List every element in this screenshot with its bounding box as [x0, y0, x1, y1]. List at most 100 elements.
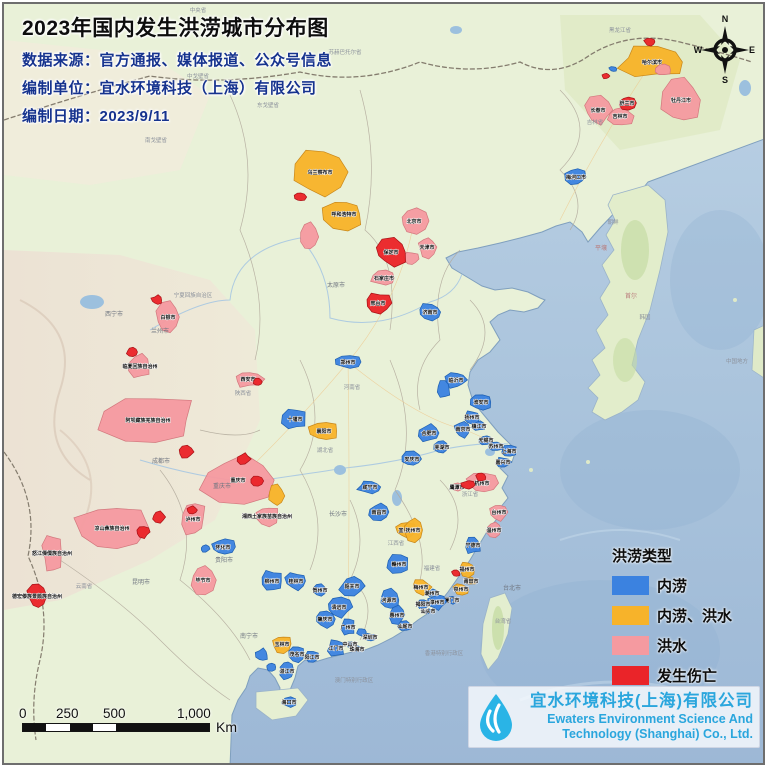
city-label: 苏州市: [488, 443, 503, 450]
flood-city-region-长春市: [584, 94, 614, 126]
city-label: 温州市: [486, 527, 501, 534]
flood-city-region: [293, 192, 308, 202]
flood-city-region-重庆市: [198, 453, 275, 505]
flood-city-region-芜湖市: [433, 440, 449, 454]
basemap-label: 贵阳市: [215, 556, 233, 564]
flood-city-region-汕尾市: [397, 620, 413, 631]
city-label: 汕头市: [420, 608, 435, 615]
flood-city-region-十堰市: [281, 408, 306, 430]
flood-city-region: [266, 662, 277, 672]
city-label: 清远市: [331, 604, 346, 611]
flood-city-region-郑州市: [334, 355, 362, 369]
flood-city-region: [200, 544, 211, 553]
city-label: 鹰潭市: [449, 484, 464, 491]
compiler-line: 编制单位：宜水环境科技（上海）有限公司: [22, 80, 317, 97]
yellow-river: [149, 237, 463, 331]
basemap-label: 南宁市: [240, 632, 258, 640]
city-label: 嘉兴市: [494, 459, 510, 466]
flood-city-region: [186, 505, 198, 515]
water-drop-icon: [480, 694, 512, 741]
legend-swatch-hs: [612, 636, 649, 655]
basemap-label: 宁夏回族自治区: [174, 291, 213, 299]
flood-city-region-台州市: [489, 505, 509, 522]
basemap-label: 河南省: [344, 383, 361, 391]
city-label: 汕尾市: [397, 623, 412, 630]
flood-city-region-福州市: [459, 561, 475, 579]
date-line: 编制日期：2023/9/11: [22, 108, 170, 125]
city-label: 莆田市: [463, 578, 478, 585]
flood-city-region-海口市: [281, 696, 297, 708]
scale-segment: [69, 724, 93, 731]
islet: [529, 468, 533, 472]
sea-relief: [559, 529, 681, 541]
basemap-label: 浙江省: [462, 490, 479, 498]
city-label: 湘西土家族苗族自治州: [242, 513, 292, 520]
flood-city-region-潮州市: [428, 588, 437, 598]
flood-city-region-牡丹江市: [660, 76, 701, 121]
flood-city-region-抚州市: [404, 517, 423, 544]
legend-item-sw: 发生伤亡: [612, 665, 732, 686]
city-label: 济南市: [422, 309, 437, 316]
flood-city-region: [356, 628, 367, 637]
basemap-label: 朝鲜: [607, 218, 619, 226]
flood-city-region-无锡市: [478, 435, 492, 446]
city-label: 哈尔滨市: [642, 59, 662, 66]
legend-item-nlhs: 内涝、洪水: [612, 605, 732, 626]
city-label: 韶关市: [344, 583, 359, 590]
city-label: 西安市: [240, 376, 255, 383]
basemap-label: 黑龙江省: [609, 26, 632, 34]
flood-city-region-安庆市: [401, 450, 422, 466]
flood-city-region: [436, 380, 451, 398]
city-label: 北京市: [406, 218, 421, 225]
flood-city-region-镇江市: [471, 420, 485, 431]
city-label: 茂名市: [288, 651, 304, 658]
basemap-label: 重庆市: [213, 482, 231, 490]
flood-city-region-天津市: [417, 237, 438, 260]
legend-swatch-sw: [612, 666, 649, 685]
lake-qinghai: [80, 295, 104, 309]
city-label: 柳州市: [264, 578, 279, 585]
basemap-label: 吉林省: [587, 118, 604, 126]
flood-city-region-泉州市: [452, 583, 469, 596]
flood-city-region: [654, 63, 671, 75]
terrain-desert: [4, 40, 210, 185]
city-label: 咸宁市: [361, 484, 377, 491]
flood-city-region-梅河口市: [564, 168, 587, 185]
flood-city-region-温州市: [486, 521, 502, 539]
flood-city-region-厦门市: [447, 596, 457, 605]
flood-city-region: [475, 472, 487, 482]
flood-city-region-嘉兴市: [495, 456, 513, 468]
basemap-label: 南戈壁省: [145, 136, 168, 144]
company-name-cn: 宜水环境科技(上海)有限公司: [530, 692, 753, 711]
sea-relief: [670, 210, 763, 350]
basemap-label: 澳门特别行政区: [335, 676, 374, 684]
basemap-label: 中国地方: [726, 357, 749, 365]
title-block: 2023年国内发生洪涝城市分布图 数据来源：官方通报、媒体报道、公众号信息 编制…: [22, 12, 332, 126]
flood-city-region-苏州市: [488, 441, 503, 451]
flood-city-region-淮安市: [469, 394, 492, 411]
flood-city-region-襄阳市: [307, 422, 337, 440]
legend-label-hs: 洪水: [657, 638, 688, 655]
map-title: 2023年国内发生洪涝城市分布图: [22, 17, 329, 40]
flood-city-region-保定市: [375, 237, 406, 268]
city-label: 抚州市: [405, 527, 420, 534]
basemap-label: 中戈壁省: [187, 72, 210, 80]
flood-city-region: [451, 569, 461, 577]
flood-city-region-清远市: [328, 596, 354, 619]
basemap-label: 长沙市: [329, 510, 347, 518]
city-label: 镇江市: [471, 423, 486, 430]
legend-item-nl: 内涝: [612, 575, 732, 596]
flood-city-region-茂名市: [288, 646, 304, 664]
scale-label-0: 0: [19, 706, 27, 721]
flood-city-region-赣州市: [386, 554, 409, 574]
legend-label-sw: 发生伤亡: [657, 668, 718, 685]
flood-city-region: [601, 73, 611, 80]
city-label: 江门市: [328, 645, 343, 652]
flood-city-region-邢台市: [366, 292, 393, 315]
city-label: 揭阳市: [415, 601, 430, 608]
city-label: 漳州市: [429, 599, 444, 606]
city-label: 河源市: [380, 597, 396, 604]
legend-swatch-nl: [612, 576, 649, 595]
city-label: 玉林市: [274, 641, 289, 648]
